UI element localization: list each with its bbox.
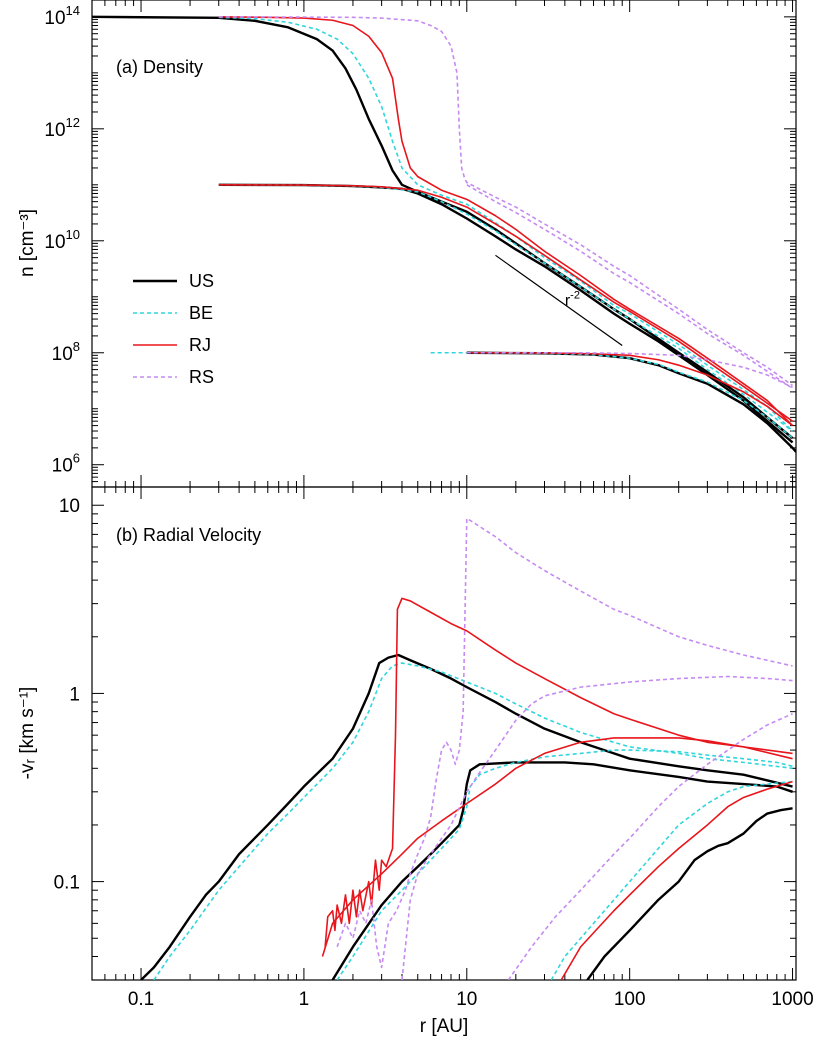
x-tick-label: 1000 bbox=[771, 989, 813, 1010]
legend: US BE RJ RS bbox=[133, 271, 214, 387]
y-tick-label: 1 bbox=[69, 684, 80, 705]
series-be-low bbox=[550, 780, 793, 980]
legend-label-be: BE bbox=[189, 303, 213, 323]
series-rs-high bbox=[336, 517, 793, 969]
legend-label-rj: RJ bbox=[189, 335, 211, 355]
velocity-series bbox=[140, 517, 793, 980]
y-tick-label: 1012 bbox=[44, 115, 80, 141]
velocity-axes-frame bbox=[91, 486, 797, 981]
series-rj-high bbox=[324, 597, 793, 947]
legend-label-rs: RS bbox=[189, 367, 214, 387]
y-tick-label: 106 bbox=[52, 451, 80, 477]
velocity-panel-label: (b) Radial Velocity bbox=[116, 525, 261, 545]
series-rs-mid bbox=[401, 675, 793, 980]
density-y-axis-title: n [cm⁻³] bbox=[17, 209, 38, 277]
density-series bbox=[92, 15, 796, 453]
x-axis-title: r [AU] bbox=[420, 1016, 469, 1037]
y-tick-label: 10 bbox=[59, 496, 80, 517]
series-be-mid bbox=[218, 184, 794, 432]
series-rj-mid bbox=[321, 737, 793, 957]
series-rs-high bbox=[218, 16, 794, 387]
series-rj-mid bbox=[218, 184, 794, 422]
series-be-mid bbox=[336, 749, 793, 980]
series-rs-low bbox=[507, 712, 793, 980]
y-tick-label: 1010 bbox=[44, 227, 80, 253]
y-tick-label: 0.1 bbox=[54, 873, 80, 894]
x-tick-labels: 0.1 1 10 100 1000 bbox=[128, 989, 814, 1010]
x-tick-label: 0.1 bbox=[128, 989, 154, 1010]
series-rj-low bbox=[466, 351, 794, 427]
series-rj-low bbox=[560, 780, 793, 980]
density-ticks bbox=[91, 0, 796, 488]
series-us-low bbox=[586, 807, 793, 980]
velocity-y-axis-title: -vᵣ [km s⁻¹] bbox=[17, 687, 38, 780]
series-rs-mid bbox=[466, 184, 793, 390]
x-tick-label: 10 bbox=[456, 989, 477, 1010]
velocity-y-tick-labels: 0.1 1 10 bbox=[54, 496, 80, 893]
x-tick-label: 1 bbox=[299, 989, 310, 1010]
velocity-ticks bbox=[91, 487, 796, 981]
series-us-high bbox=[140, 653, 793, 980]
r-minus-2-annotation: r-2 bbox=[495, 254, 623, 346]
density-y-tick-labels: 106 108 1010 1012 1014 bbox=[44, 3, 80, 477]
velocity-panel: 0.1 1 10 (b) Radial Velocity -vᵣ [km s⁻¹] bbox=[17, 486, 797, 981]
series-be-high bbox=[218, 16, 794, 432]
legend-label-us: US bbox=[189, 271, 214, 291]
slope-label: r-2 bbox=[565, 289, 580, 309]
series-rj-high bbox=[218, 16, 794, 427]
y-tick-label: 108 bbox=[52, 339, 80, 365]
x-tick-label: 100 bbox=[614, 989, 646, 1010]
series-be-high bbox=[153, 662, 793, 980]
y-tick-label: 1014 bbox=[44, 3, 80, 29]
slope-line bbox=[495, 254, 623, 346]
density-panel-label: (a) Density bbox=[116, 57, 203, 77]
series-rs-low bbox=[466, 351, 793, 389]
